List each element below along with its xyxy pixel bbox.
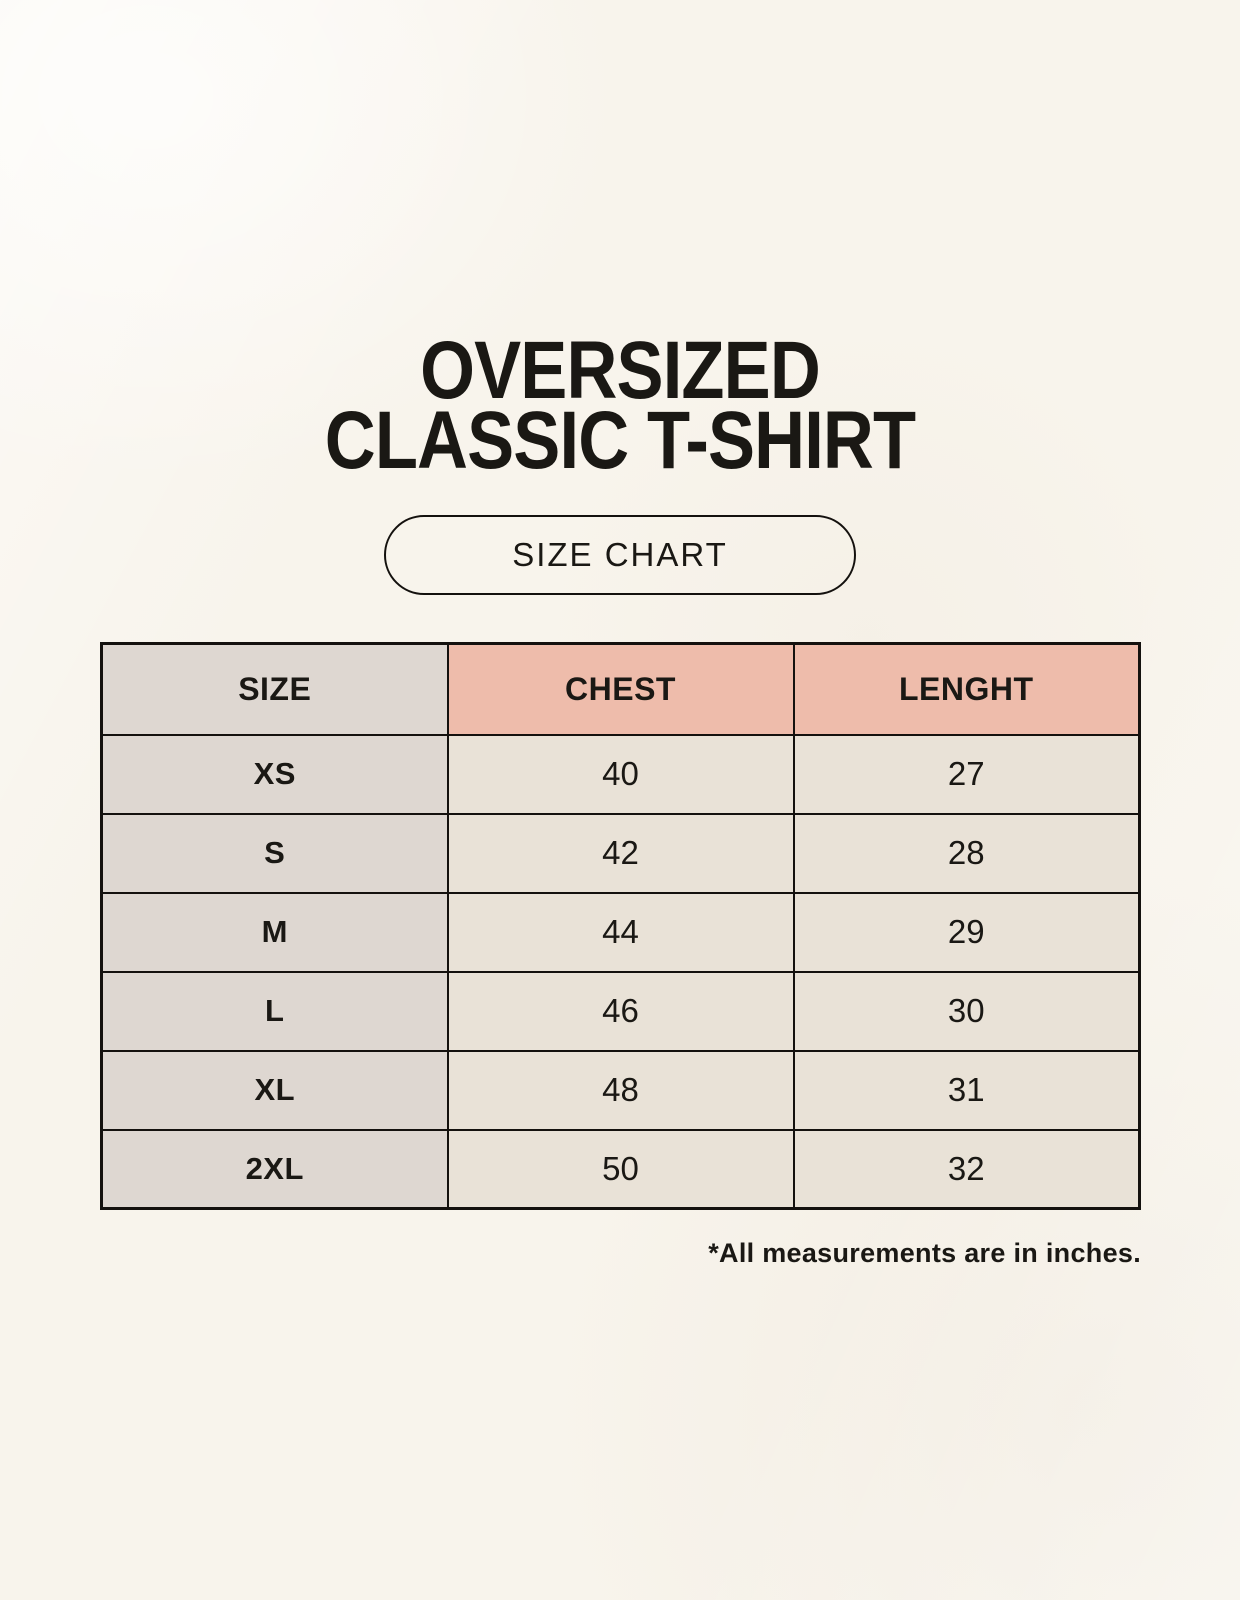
- table-header-row: SIZE CHEST LENGHT: [100, 642, 1141, 736]
- size-value: XL: [100, 1049, 449, 1131]
- table-row: 2XL 50 32: [100, 1128, 1141, 1210]
- size-value: 2XL: [100, 1128, 449, 1210]
- length-value: 27: [792, 733, 1141, 815]
- chest-value: 44: [446, 891, 795, 973]
- length-value: 29: [792, 891, 1141, 973]
- chest-value: 50: [446, 1128, 795, 1210]
- table-row: M 44 29: [100, 891, 1141, 973]
- size-chart-button[interactable]: SIZE CHART: [384, 515, 856, 595]
- size-chart-button-label: SIZE CHART: [512, 536, 728, 573]
- size-table: SIZE CHEST LENGHT XS 40 27 S 42 28 M 44 …: [100, 642, 1141, 1210]
- table-row: L 46 30: [100, 970, 1141, 1052]
- header-size: SIZE: [100, 642, 449, 736]
- size-value: M: [100, 891, 449, 973]
- product-title-line1: OVERSIZED: [420, 325, 821, 416]
- size-value: S: [100, 812, 449, 894]
- size-value: L: [100, 970, 449, 1052]
- chest-value: 46: [446, 970, 795, 1052]
- length-value: 31: [792, 1049, 1141, 1131]
- table-row: S 42 28: [100, 812, 1141, 894]
- header-length: LENGHT: [792, 642, 1141, 736]
- measurement-footnote: *All measurements are in inches.: [708, 1238, 1141, 1268]
- table-row: XL 48 31: [100, 1049, 1141, 1131]
- length-value: 30: [792, 970, 1141, 1052]
- length-value: 28: [792, 812, 1141, 894]
- product-title: OVERSIZED CLASSIC T-SHIRT: [0, 325, 1240, 486]
- size-value: XS: [100, 733, 449, 815]
- product-title-line2: CLASSIC T-SHIRT: [324, 395, 916, 486]
- header-chest: CHEST: [446, 642, 795, 736]
- table-row: XS 40 27: [100, 733, 1141, 815]
- chest-value: 48: [446, 1049, 795, 1131]
- chest-value: 42: [446, 812, 795, 894]
- chest-value: 40: [446, 733, 795, 815]
- length-value: 32: [792, 1128, 1141, 1210]
